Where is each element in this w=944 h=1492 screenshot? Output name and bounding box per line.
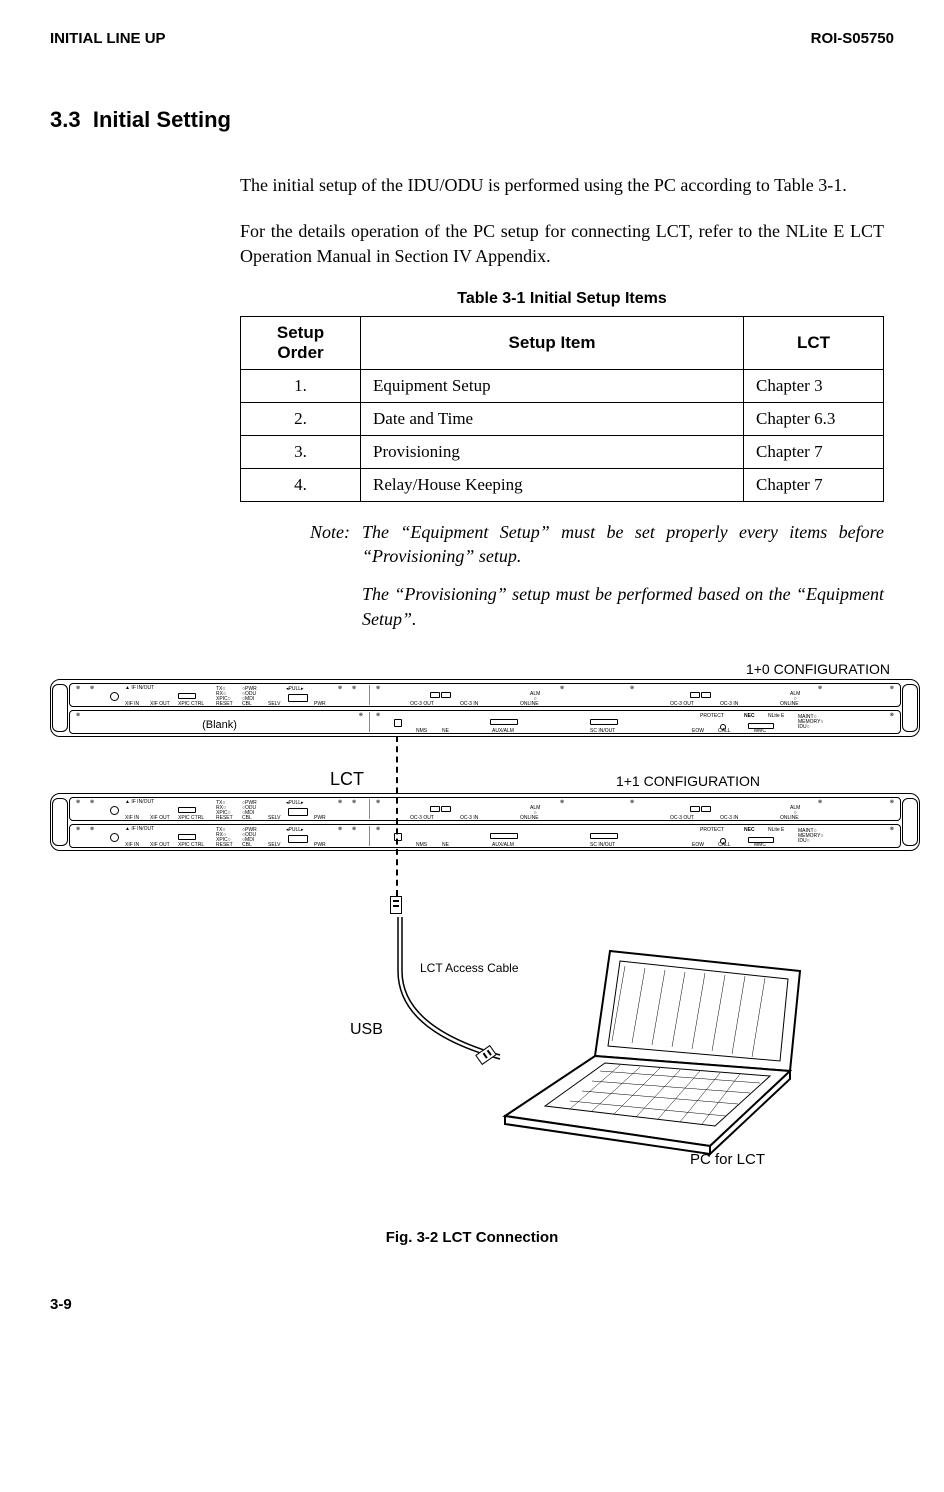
rack-ear xyxy=(52,684,68,732)
cfg-1-1-label: 1+1 CONFIGURATION xyxy=(616,773,760,789)
rack-ear xyxy=(902,798,918,846)
rack-row-bottom: ⊗ ⊗ ▲ IF IN/OUT XIF IN XIF OUT XPIC CTRL… xyxy=(69,824,901,848)
paragraph-2: For the details operation of the PC setu… xyxy=(240,219,884,268)
blank-label: (Blank) xyxy=(202,719,237,731)
cell-lct: Chapter 6.3 xyxy=(744,402,884,435)
header-left: INITIAL LINE UP xyxy=(50,30,166,47)
cell-order: 2. xyxy=(241,402,361,435)
figure-caption: Fig. 3-2 LCT Connection xyxy=(50,1229,894,1246)
cell-order: 1. xyxy=(241,369,361,402)
paragraph-1: The initial setup of the IDU/ODU is perf… xyxy=(240,173,884,197)
note-label: Note: xyxy=(310,520,362,569)
rack-row-bottom: ⊗ (Blank) ⊗ ⊗ NMS NE AUX/ALM SC IN/OUT P… xyxy=(69,710,901,734)
lct-connection-diagram: 1+0 CONFIGURATION ⊗ ⊗ ▲ IF IN/OUT XIF IN… xyxy=(50,661,920,1221)
lct-label: LCT xyxy=(330,769,364,790)
table-header-row: Setup Order Setup Item LCT xyxy=(241,316,884,369)
table-row: 4. Relay/House Keeping Chapter 7 xyxy=(241,468,884,501)
usb-label: USB xyxy=(350,1021,383,1039)
rack-1-1: ⊗ ⊗ ▲ IF IN/OUT XIF IN XIF OUT XPIC CTRL… xyxy=(50,793,920,851)
header-right: ROI-S05750 xyxy=(811,30,894,47)
note-text-1: The “Equipment Setup” must be set proper… xyxy=(362,520,884,569)
section-number: 3.3 xyxy=(50,107,81,132)
pc-label: PC for LCT xyxy=(690,1151,765,1168)
module-left: ⊗ ⊗ ▲ IF IN/OUT XIF IN XIF OUT XPIC CTRL… xyxy=(70,799,370,819)
cell-order: 3. xyxy=(241,435,361,468)
cell-item: Provisioning xyxy=(361,435,744,468)
module-left: ⊗ ⊗ ▲ IF IN/OUT XIF IN XIF OUT XPIC CTRL… xyxy=(70,685,370,705)
table-row: 3. Provisioning Chapter 7 xyxy=(241,435,884,468)
section-title: Initial Setting xyxy=(93,107,231,132)
body-content: The initial setup of the IDU/ODU is perf… xyxy=(240,173,884,631)
rack-row-top: ⊗ ⊗ ▲ IF IN/OUT XIF IN XIF OUT XPIC CTRL… xyxy=(69,797,901,821)
table-row: 1. Equipment Setup Chapter 3 xyxy=(241,369,884,402)
rack-row-top: ⊗ ⊗ ▲ IF IN/OUT XIF IN XIF OUT XPIC CTRL… xyxy=(69,683,901,707)
module-control: ⊗ NMS NE AUX/ALM SC IN/OUT PROTECT NEC N… xyxy=(370,712,900,732)
module-blank: ⊗ (Blank) ⊗ xyxy=(70,712,370,732)
table-row: 2. Date and Time Chapter 6.3 xyxy=(241,402,884,435)
cell-lct: Chapter 7 xyxy=(744,435,884,468)
module-traffic: ⊗ OC-3 OUT OC-3 IN ALM○ ONLINE ⊗ ⊗ OC-3 … xyxy=(370,685,900,705)
table-header-order: Setup Order xyxy=(241,316,361,369)
section-heading: 3.3 Initial Setting xyxy=(50,107,894,133)
note-text-2: The “Provisioning” setup must be perform… xyxy=(362,582,884,631)
note-block: Note: The “Equipment Setup” must be set … xyxy=(310,520,884,631)
cell-item: Date and Time xyxy=(361,402,744,435)
cell-item: Relay/House Keeping xyxy=(361,468,744,501)
cell-lct: Chapter 7 xyxy=(744,468,884,501)
rack-ear xyxy=(52,798,68,846)
page-number: 3-9 xyxy=(50,1296,894,1313)
module-traffic: ⊗ OC-3 OUT OC-3 IN ALM○ ONLINE ⊗ ⊗ OC-3 … xyxy=(370,799,900,819)
table-header-item: Setup Item xyxy=(361,316,744,369)
laptop-icon xyxy=(500,941,820,1166)
note-row: Note: The “Equipment Setup” must be set … xyxy=(310,520,884,569)
cell-item: Equipment Setup xyxy=(361,369,744,402)
module-control: ⊗ NMS NE AUX/ALM SC IN/OUT PROTECT NEC N… xyxy=(370,826,900,846)
page-header: INITIAL LINE UP ROI-S05750 xyxy=(50,30,894,47)
cell-lct: Chapter 3 xyxy=(744,369,884,402)
table-header-lct: LCT xyxy=(744,316,884,369)
module-left-b: ⊗ ⊗ ▲ IF IN/OUT XIF IN XIF OUT XPIC CTRL… xyxy=(70,826,370,846)
table-caption: Table 3-1 Initial Setup Items xyxy=(240,290,884,308)
cell-order: 4. xyxy=(241,468,361,501)
setup-table: Setup Order Setup Item LCT 1. Equipment … xyxy=(240,316,884,502)
lct-dashed-line xyxy=(396,736,398,896)
rack-1-0: ⊗ ⊗ ▲ IF IN/OUT XIF IN XIF OUT XPIC CTRL… xyxy=(50,679,920,737)
rack-ear xyxy=(902,684,918,732)
cfg-1-0-label: 1+0 CONFIGURATION xyxy=(746,661,890,677)
